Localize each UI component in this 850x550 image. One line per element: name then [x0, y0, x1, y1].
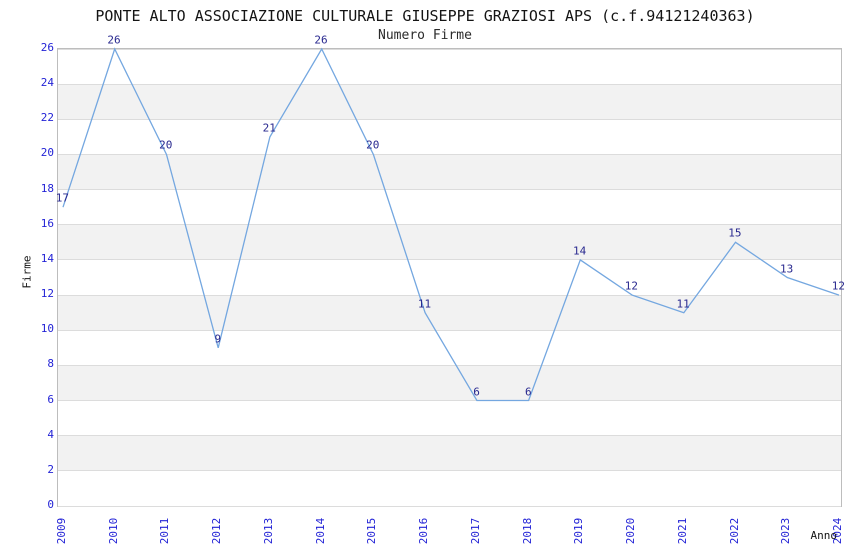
- x-tick-label: 2014: [313, 517, 327, 545]
- x-tick-label: 2010: [106, 517, 120, 545]
- band: [58, 435, 841, 471]
- x-tick-label: 2013: [261, 517, 275, 545]
- y-tick-label: 0: [47, 498, 54, 511]
- gridline: [58, 153, 841, 155]
- data-point-label: 13: [779, 262, 794, 276]
- y-tick-label: 6: [47, 392, 54, 406]
- data-point-label: 14: [573, 244, 587, 258]
- band: [58, 84, 841, 120]
- y-tick-label: 2: [47, 462, 54, 476]
- x-tick-label: 2009: [55, 517, 68, 545]
- x-tick-label: 2020: [624, 517, 638, 545]
- x-tick-label: 2016: [417, 517, 431, 545]
- data-point-label: 9: [214, 332, 222, 346]
- x-tick-label: 2011: [158, 517, 172, 545]
- data-point-label: 15: [728, 227, 742, 241]
- x-tick-label: 2023: [779, 517, 793, 545]
- band: [58, 224, 841, 260]
- y-tick-label: 16: [40, 216, 54, 230]
- data-point-label: 20: [366, 139, 380, 153]
- gridline: [58, 224, 841, 226]
- band: [58, 365, 841, 401]
- gridline: [58, 294, 841, 296]
- y-tick-label: 26: [40, 41, 54, 54]
- y-axis-title: Firme: [20, 255, 34, 289]
- data-point-label: 12: [624, 279, 639, 293]
- x-tick-label: 2015: [365, 517, 379, 545]
- x-tick-label: 2022: [727, 517, 741, 545]
- y-tick-label: 18: [40, 181, 54, 195]
- y-tick-label: 22: [40, 111, 54, 125]
- data-point-label: 6: [524, 385, 532, 399]
- series-polyline: [62, 47, 840, 402]
- y-tick-label: 10: [40, 322, 54, 336]
- x-axis-title: Anno: [810, 529, 838, 542]
- data-point-label: 21: [262, 121, 276, 135]
- band: [58, 154, 841, 190]
- y-tick-label: 8: [47, 357, 54, 371]
- data-point-label: 6: [473, 385, 480, 399]
- data-point-label: 20: [159, 139, 173, 153]
- data-point-label: 12: [831, 279, 845, 293]
- gridline: [58, 329, 841, 331]
- gridline: [58, 48, 841, 50]
- y-tick-label: 24: [40, 76, 54, 90]
- x-tick-label: 2017: [468, 517, 482, 545]
- gridline: [58, 118, 841, 120]
- data-point-label: 26: [107, 33, 121, 47]
- x-tick-label: 2019: [572, 517, 586, 545]
- gridline: [58, 435, 841, 437]
- x-tick-label: 2021: [675, 517, 689, 545]
- x-tick-label: 2012: [210, 517, 224, 545]
- data-point-label: 17: [55, 191, 69, 205]
- chart-subtitle: Numero Firme: [378, 28, 472, 43]
- y-tick-label: 4: [47, 427, 54, 441]
- chart-title: PONTE ALTO ASSOCIAZIONE CULTURALE GIUSEP…: [95, 7, 755, 25]
- gridline: [58, 400, 841, 402]
- gridline: [58, 505, 841, 507]
- data-point-label: 26: [314, 33, 328, 47]
- data-point-label: 11: [676, 297, 690, 311]
- x-tick-label: 2018: [520, 517, 534, 545]
- gridline: [58, 364, 841, 366]
- gridline: [58, 83, 841, 85]
- y-tick-label: 20: [40, 146, 54, 160]
- plot-area: 17 26 20 9 21 26 20 11 6 6 14 12 11 15 13 12: [55, 34, 845, 507]
- data-point-label: 11: [417, 297, 432, 311]
- gridline: [58, 189, 841, 191]
- y-tick-label: 12: [40, 287, 54, 301]
- gridline: [58, 470, 841, 472]
- y-tick-label: 14: [40, 251, 54, 265]
- gridline: [58, 259, 841, 261]
- data-series-line: [62, 47, 840, 402]
- band: [58, 295, 841, 331]
